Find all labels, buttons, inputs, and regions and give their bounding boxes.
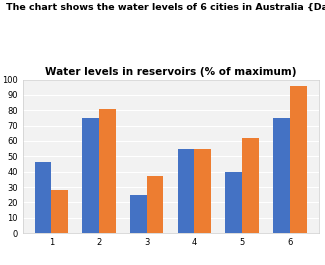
Bar — [273, 118, 290, 233]
Bar — [242, 138, 259, 233]
Bar — [99, 109, 116, 233]
Title: Water levels in reservoirs (% of maximum): Water levels in reservoirs (% of maximum… — [45, 67, 296, 77]
Bar — [194, 149, 211, 233]
FancyBboxPatch shape — [0, 73, 325, 258]
Bar — [290, 86, 306, 233]
Bar — [35, 162, 51, 233]
Bar — [130, 195, 147, 233]
Bar — [51, 190, 68, 233]
Text: The chart shows the water levels of 6 cities in Australia {Darwin (1), Sydney (2: The chart shows the water levels of 6 ci… — [6, 3, 325, 12]
Bar — [147, 176, 163, 233]
Bar — [226, 172, 242, 233]
Bar — [178, 149, 194, 233]
Bar — [82, 118, 99, 233]
